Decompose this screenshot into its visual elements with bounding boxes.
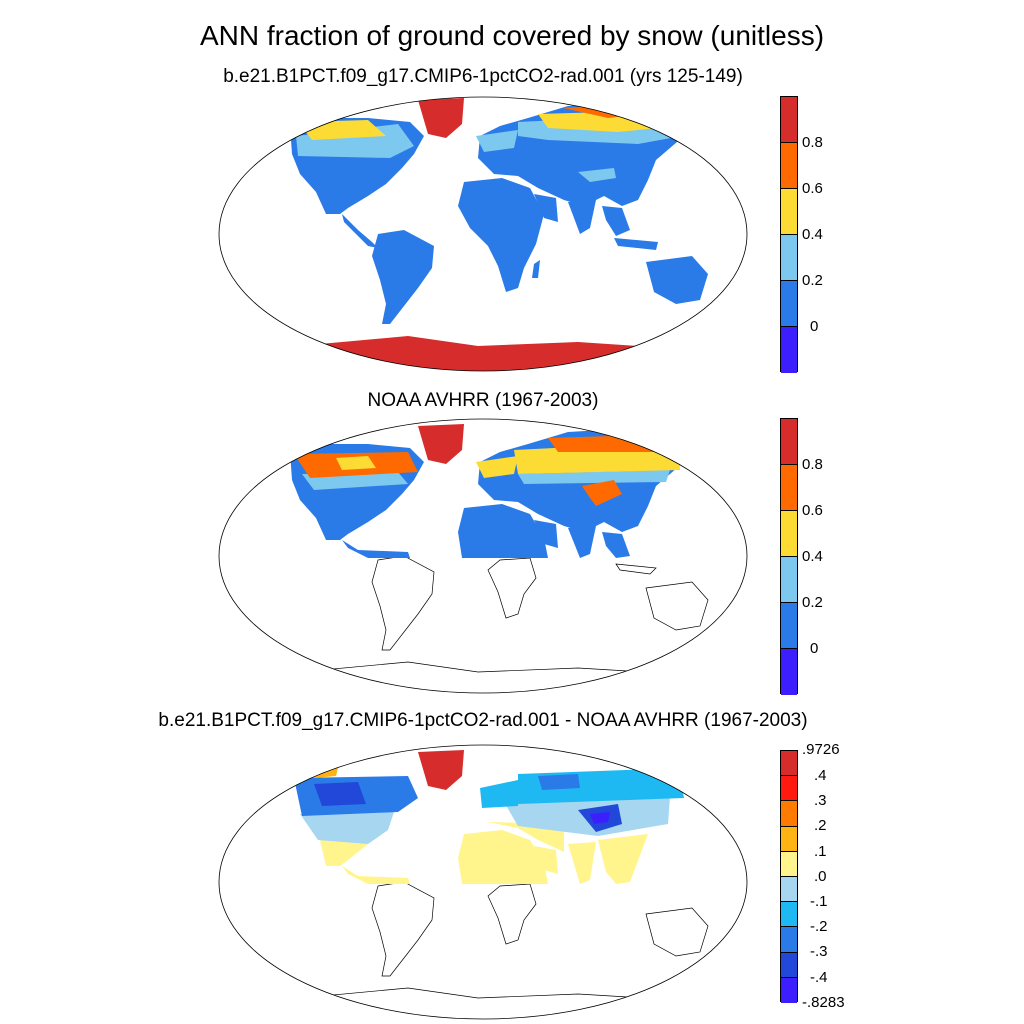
cbar3-label: .4: [814, 767, 827, 784]
cbar1-label: 0: [810, 318, 819, 335]
cbar1-label: 0.8: [802, 134, 823, 151]
land-south-america: [372, 230, 434, 324]
cbar3-label: .9726: [802, 741, 840, 758]
cbar3-label: -.8283: [802, 994, 845, 1011]
cbar3-label: -.2: [810, 918, 828, 935]
cbar1-label: 0.4: [802, 226, 823, 243]
land-arabia: [534, 194, 558, 222]
cbar3-label: -.4: [810, 969, 828, 986]
land-antarctica: [219, 336, 747, 371]
panel-1-title: b.e21.B1PCT.f09_g17.CMIP6-1pctCO2-rad.00…: [223, 66, 743, 87]
cbar3-label: -.1: [810, 893, 828, 910]
cbar2-label: 0.6: [802, 502, 823, 519]
cbar3-label: .2: [814, 817, 827, 834]
map-observations: [218, 418, 748, 694]
map-difference: [218, 744, 748, 1020]
cbar1-label: 0.6: [802, 180, 823, 197]
land-indonesia: [614, 238, 658, 250]
cbar2-label: 0: [810, 640, 819, 657]
land-australia: [646, 256, 708, 304]
cbar3-label: -.3: [810, 943, 828, 960]
cbar2-label: 0.8: [802, 456, 823, 473]
cbar3-label: .0: [814, 868, 827, 885]
colorbar-observations: [780, 418, 798, 695]
land-africa: [458, 178, 544, 292]
colorbar-model: [780, 96, 798, 373]
cbar1-label: 0.2: [802, 272, 823, 289]
map-model: [218, 96, 748, 372]
land-madagascar: [532, 260, 540, 278]
colorbar-difference: [780, 750, 798, 1003]
cbar2-label: 0.4: [802, 548, 823, 565]
cbar3-label: .1: [814, 843, 827, 860]
figure-title: ANN fraction of ground covered by snow (…: [199, 20, 825, 51]
land-india: [568, 200, 596, 234]
land-se-asia: [602, 206, 630, 236]
cbar2-label: 0.2: [802, 594, 823, 611]
panel-3-title: b.e21.B1PCT.f09_g17.CMIP6-1pctCO2-rad.00…: [158, 710, 808, 731]
cbar3-label: .3: [814, 792, 827, 809]
land-central-america: [342, 214, 378, 248]
land-greenland: [418, 98, 464, 138]
panel-2-title: NOAA AVHRR (1967-2003): [367, 390, 599, 411]
